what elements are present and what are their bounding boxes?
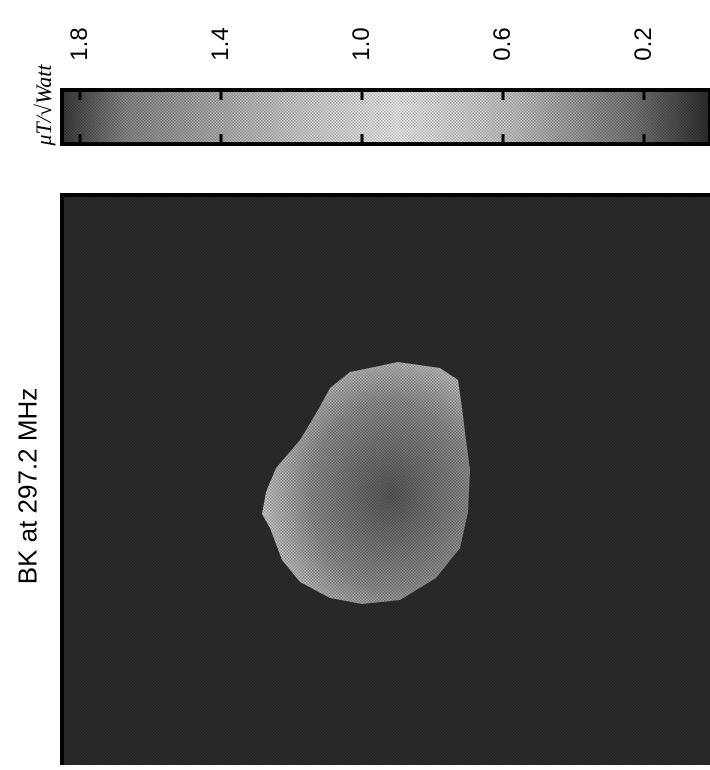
colorbar-frame: [60, 88, 710, 146]
field-blob-texture: [262, 362, 470, 604]
colorbar-tick-label: 1.8: [66, 27, 93, 61]
colorbar-ticks: [78, 90, 646, 144]
colorbar-tick-label: 0.6: [489, 27, 516, 61]
colorbar-tick-label: 1.0: [348, 27, 375, 61]
colorbar-unit-label: μT/√Watt: [31, 64, 56, 146]
colorbar-tick-label: 1.4: [207, 27, 234, 61]
chart-title: BK at 297.2 MHz: [12, 387, 43, 585]
colorbar: [60, 88, 710, 146]
field-map: [60, 193, 710, 765]
colorbar-texture: [62, 90, 710, 144]
colorbar-tick-label: 0.2: [630, 27, 657, 61]
